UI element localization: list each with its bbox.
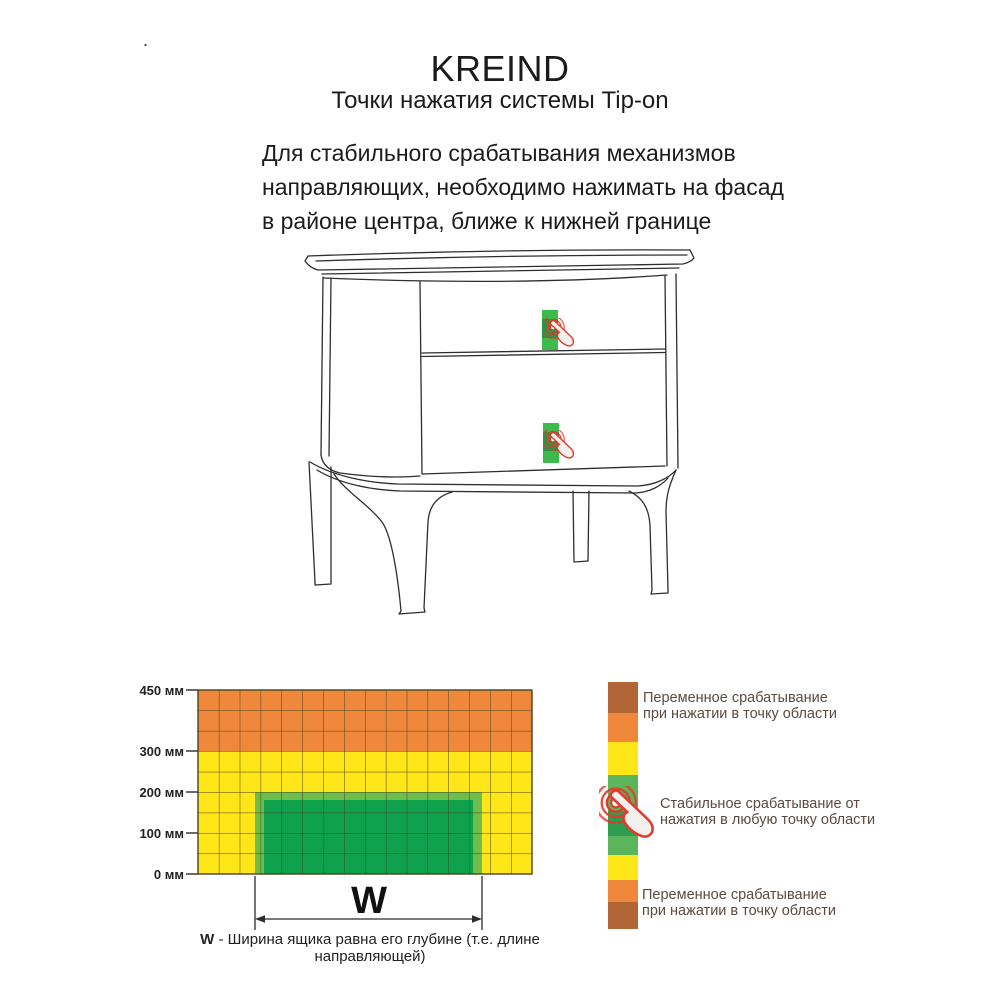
arrowhead-right [472, 915, 482, 923]
page-subtitle: Точки нажатия системы Tip-on [331, 87, 669, 114]
intro-paragraph: Для стабильного срабатывания механизмов … [262, 140, 784, 234]
legend-label-bottom: Переменное срабатывание при нажатии в то… [642, 887, 836, 919]
press-zone-diagram [186, 689, 533, 930]
press-point-bottom-drawer [543, 423, 575, 463]
legend-seg-brown-top [608, 682, 638, 713]
legend-seg-orange-top [608, 713, 638, 742]
legend-seg-yellow-top [608, 742, 638, 775]
legend-seg-green-bottom [608, 836, 638, 855]
legend-seg-yellow-bottom [608, 855, 638, 880]
legend-seg-brown-bottom [608, 902, 638, 929]
axis-label-200mm: 200 мм [139, 785, 184, 800]
arrowhead-left [255, 915, 265, 923]
nightstand-outline [304, 249, 695, 615]
legend-seg-orange-bottom [608, 880, 638, 902]
axis-label-450mm: 450 мм [139, 683, 184, 698]
page-title: KREIND [430, 48, 570, 89]
grid-lines [198, 690, 532, 874]
caption-text: - Ширина ящика равна его глубине (т.е. д… [214, 931, 540, 965]
caption-w: W [200, 931, 215, 948]
diagram-caption: W - Ширина ящика равна его глубине (т.е.… [150, 931, 590, 965]
stray-dot: . [143, 30, 149, 50]
legend-label-top: Переменное срабатывание при нажатии в то… [643, 690, 837, 722]
axis-label-100mm: 100 мм [139, 826, 184, 841]
axis-label-300mm: 300 мм [139, 744, 184, 759]
width-dimension [254, 876, 483, 930]
legend-press-icon [599, 786, 654, 838]
axis-label-0mm: 0 мм [153, 867, 184, 882]
width-dimension-label: W [351, 880, 387, 922]
nightstand-drawing [304, 249, 695, 615]
axis-tick-lines [186, 689, 198, 875]
press-point-top-drawer [542, 310, 575, 350]
grid-border [197, 689, 533, 875]
legend-label-middle: Стабильное срабатывание от нажатия в люб… [660, 796, 876, 828]
